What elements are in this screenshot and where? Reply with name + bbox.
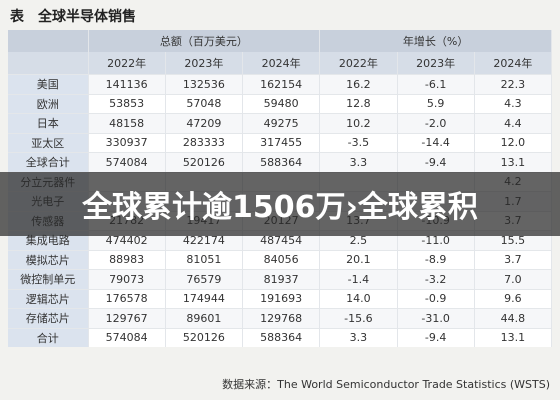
cell: -3.2 — [397, 269, 475, 289]
group-header: 年增长（%） — [319, 30, 552, 52]
cell: 5.9 — [397, 93, 475, 114]
row-label: 亚太区 — [8, 132, 89, 153]
cell: 89601 — [165, 308, 244, 328]
cell: 4.3 — [474, 93, 553, 114]
cell: 79073 — [88, 269, 166, 289]
row-label: 合计 — [8, 327, 89, 347]
cell: 53853 — [88, 93, 166, 114]
cell: -6.1 — [397, 74, 475, 94]
cell: 14.0 — [319, 288, 398, 309]
cell: 520126 — [165, 327, 244, 347]
cell: 84056 — [242, 249, 321, 270]
column-header: 2023年 — [165, 52, 244, 75]
row-label: 模拟芯片 — [8, 249, 89, 270]
column-header: 2023年 — [397, 52, 475, 75]
cell: -1.4 — [319, 269, 398, 289]
cell: 129768 — [242, 308, 321, 328]
cell: 76579 — [165, 269, 244, 289]
table-row: 逻辑芯片 176578 174944 191693 14.0 -0.9 9.6 — [8, 288, 553, 309]
cell: 13.1 — [474, 152, 553, 172]
cell: 13.1 — [474, 327, 553, 347]
cell: 162154 — [242, 74, 321, 94]
cell: -2.0 — [397, 113, 475, 133]
table-row: 全球合计 574084 520126 588364 3.3 -9.4 13.1 — [8, 152, 553, 172]
cell: 9.6 — [474, 288, 553, 309]
row-label: 欧洲 — [8, 93, 89, 114]
column-header: 2022年 — [319, 52, 398, 75]
cell: -15.6 — [319, 308, 398, 328]
cell: 132536 — [165, 74, 244, 94]
cell: 283333 — [165, 132, 244, 153]
table-row: 欧洲 53853 57048 59480 12.8 5.9 4.3 — [8, 93, 553, 114]
group-header: 总额（百万美元） — [88, 30, 321, 52]
table-row: 存储芯片 129767 89601 129768 -15.6 -31.0 44.8 — [8, 308, 553, 328]
column-header: 2024年 — [474, 52, 553, 75]
cell: 47209 — [165, 113, 244, 133]
cell: 176578 — [88, 288, 166, 309]
table-row: 美国 141136 132536 162154 16.2 -6.1 22.3 — [8, 74, 553, 94]
cell: 141136 — [88, 74, 166, 94]
table-row: 亚太区 330937 283333 317455 -3.5 -14.4 12.0 — [8, 132, 553, 153]
cell: 3.3 — [319, 327, 398, 347]
cell: 10.2 — [319, 113, 398, 133]
cell: 88983 — [88, 249, 166, 270]
row-label: 微控制单元 — [8, 269, 89, 289]
header-row: 总额（百万美元） 年增长（%） — [8, 30, 552, 52]
cell: 57048 — [165, 93, 244, 114]
cell: 588364 — [242, 327, 321, 347]
row-label: 日本 — [8, 113, 89, 133]
cell: -8.9 — [397, 249, 475, 270]
title-text: 全球半导体销售 — [38, 9, 136, 25]
cell: 49275 — [242, 113, 321, 133]
cell: -3.5 — [319, 132, 398, 153]
cell: 81051 — [165, 249, 244, 270]
cell: 44.8 — [474, 308, 553, 328]
row-label: 全球合计 — [8, 152, 89, 172]
cell: 174944 — [165, 288, 244, 309]
cell: -14.4 — [397, 132, 475, 153]
cell: -31.0 — [397, 308, 475, 328]
cell: -0.9 — [397, 288, 475, 309]
cell: 588364 — [242, 152, 321, 172]
cell: 3.7 — [474, 249, 553, 270]
column-header: 2022年 — [88, 52, 166, 75]
source: 数据来源：The World Semiconductor Trade Stati… — [222, 378, 550, 391]
cell: 330937 — [88, 132, 166, 153]
table-row: 合计 574084 520126 588364 3.3 -9.4 13.1 — [8, 327, 553, 347]
header-cell — [8, 52, 89, 75]
cell: -9.4 — [397, 152, 475, 172]
cell: 12.0 — [474, 132, 553, 153]
cell: 22.3 — [474, 74, 553, 94]
header-cell — [8, 30, 89, 52]
cell: 20.1 — [319, 249, 398, 270]
header-row: 2022年 2023年 2024年 2022年 2023年 2024年 — [8, 52, 553, 75]
cell: 129767 — [88, 308, 166, 328]
cell: 81937 — [242, 269, 321, 289]
row-label: 美国 — [8, 74, 89, 94]
title-label: 表 — [10, 9, 24, 25]
cell: 317455 — [242, 132, 321, 153]
table-row: 日本 48158 47209 49275 10.2 -2.0 4.4 — [8, 113, 553, 133]
cell: 191693 — [242, 288, 321, 309]
row-label: 逻辑芯片 — [8, 288, 89, 309]
cell: 4.4 — [474, 113, 553, 133]
cell: 59480 — [242, 93, 321, 114]
cell: 574084 — [88, 152, 166, 172]
overlay-banner: 全球累计逾1506万›全球累积 — [0, 172, 560, 236]
cell: 16.2 — [319, 74, 398, 94]
cell: -9.4 — [397, 327, 475, 347]
table-row: 微控制单元 79073 76579 81937 -1.4 -3.2 7.0 — [8, 269, 553, 289]
cell: 12.8 — [319, 93, 398, 114]
row-label: 存储芯片 — [8, 308, 89, 328]
cell: 520126 — [165, 152, 244, 172]
title: 表全球半导体销售 — [10, 6, 136, 26]
column-header: 2024年 — [242, 52, 321, 75]
cell: 3.3 — [319, 152, 398, 172]
cell: 48158 — [88, 113, 166, 133]
table-row: 模拟芯片 88983 81051 84056 20.1 -8.9 3.7 — [8, 249, 553, 270]
cell: 7.0 — [474, 269, 553, 289]
cell: 574084 — [88, 327, 166, 347]
